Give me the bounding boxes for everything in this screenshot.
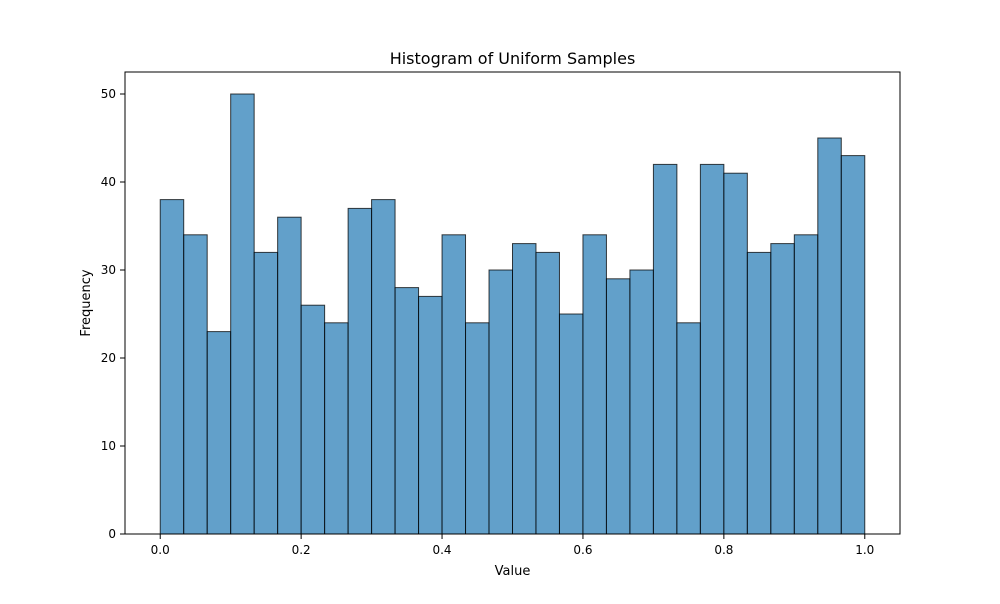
histogram-bar (324, 322, 349, 535)
x-tick-label: 0.2 (292, 543, 311, 557)
histogram-bar (206, 331, 232, 535)
histogram-bar (159, 199, 185, 535)
y-tick-label: 0 (108, 527, 116, 541)
histogram-bar (488, 269, 513, 535)
y-tick-label: 10 (101, 439, 116, 453)
histogram-bar (394, 287, 420, 535)
x-axis-ticks: 0.0 0.2 0.4 0.6 0.8 1.0 (151, 534, 874, 557)
histogram-bar (535, 251, 560, 535)
y-tick-label: 50 (101, 87, 116, 101)
y-tick-label: 40 (101, 175, 116, 189)
histogram-bar (629, 269, 654, 535)
histogram-bar (558, 313, 584, 535)
histogram-bar (699, 163, 725, 535)
plot-frame (124, 71, 901, 535)
histogram-bar (582, 234, 607, 535)
histogram-bar (253, 251, 279, 535)
y-tick-label: 30 (101, 263, 116, 277)
y-axis-label: Frequency (79, 269, 94, 336)
histogram-bar (840, 155, 866, 535)
histogram-bar (300, 304, 326, 535)
x-axis-label: Value (495, 564, 531, 579)
histogram-bar (746, 251, 772, 535)
histogram-bar (371, 199, 396, 535)
x-tick-label: 0.8 (714, 543, 733, 557)
histogram-bar (770, 243, 795, 535)
bars-layer (159, 93, 866, 535)
x-tick-label: 0.6 (573, 543, 592, 557)
chart-title: Histogram of Uniform Samples (390, 49, 636, 68)
x-tick-label: 0.0 (151, 543, 170, 557)
histogram-bar (230, 93, 255, 535)
x-tick-label: 1.0 (855, 543, 874, 557)
histogram-bar (817, 137, 842, 535)
histogram-bar (465, 322, 490, 535)
histogram-bar (347, 207, 373, 535)
histogram-bar (183, 234, 208, 535)
histogram-bar (277, 216, 302, 535)
histogram-bar (723, 172, 748, 535)
histogram-bar (512, 243, 537, 535)
y-axis-ticks: 0 10 20 30 40 50 (101, 87, 125, 541)
histogram-bar (652, 163, 678, 535)
y-tick-label: 20 (101, 351, 116, 365)
histogram-bar (793, 234, 819, 535)
histogram-bar (605, 278, 631, 535)
histogram-bar (418, 295, 443, 535)
x-tick-label: 0.4 (432, 543, 451, 557)
histogram-bar (676, 322, 701, 535)
histogram-bar (441, 234, 467, 535)
